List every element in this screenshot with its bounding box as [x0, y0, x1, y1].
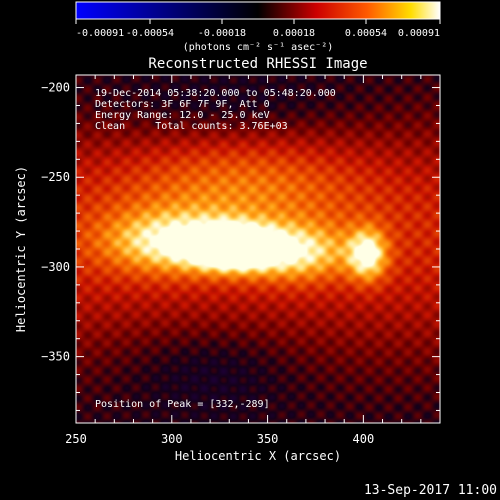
x-axis-label: Heliocentric X (arcsec) [175, 449, 341, 463]
colorbar [75, 1, 441, 20]
x-tick-label: 400 [353, 432, 375, 446]
colorbar-ticks: -0.00091 -0.00054 -0.00018 0.00018 0.00054 0.… [75, 19, 441, 39]
colorbar-tick-label: -0.00054 [126, 28, 174, 39]
annotation-detectors: Detectors: 3F 6F 7F 9F, Att 0 [95, 99, 270, 110]
chart-title: Reconstructed RHESSI Image [148, 56, 367, 72]
colorbar-tick-label: 0.00091 [398, 28, 440, 39]
y-axis-label: Heliocentric Y (arcsec) [14, 166, 28, 332]
colorbar-unit-label: (photons cm⁻² s⁻¹ asec⁻²) [183, 42, 334, 53]
heatmap-image [76, 75, 440, 423]
colorbar-tick-label: -0.00091 [76, 28, 124, 39]
x-tick-label: 300 [161, 432, 183, 446]
annotation-peak-position: Position of Peak = [332,-289] [95, 399, 270, 410]
x-tick-label: 250 [65, 432, 87, 446]
y-tick-label: −350 [41, 350, 70, 364]
x-tick-label: 350 [257, 432, 279, 446]
y-tick-label: −300 [41, 260, 70, 274]
annotation-energy-range: Energy Range: 12.0 - 25.0 keV [95, 110, 270, 121]
axes: 250 300 350 400 −200 −250 −300 −350 [41, 75, 441, 446]
y-tick-label: −200 [41, 81, 70, 95]
colorbar-tick-label: 0.00054 [345, 28, 387, 39]
heatmap-raster [76, 75, 440, 423]
annotation-clean-counts: Clean Total counts: 3.76E+03 [95, 121, 288, 132]
colorbar-tick-label: 0.00018 [273, 28, 315, 39]
y-tick-label: −250 [41, 170, 70, 184]
footer-date: 13-Sep-2017 11:00 [364, 483, 497, 498]
annotation-time-range: 19-Dec-2014 05:38:20.000 to 05:48:20.000 [95, 88, 336, 99]
colorbar-tick-label: -0.00018 [198, 28, 246, 39]
